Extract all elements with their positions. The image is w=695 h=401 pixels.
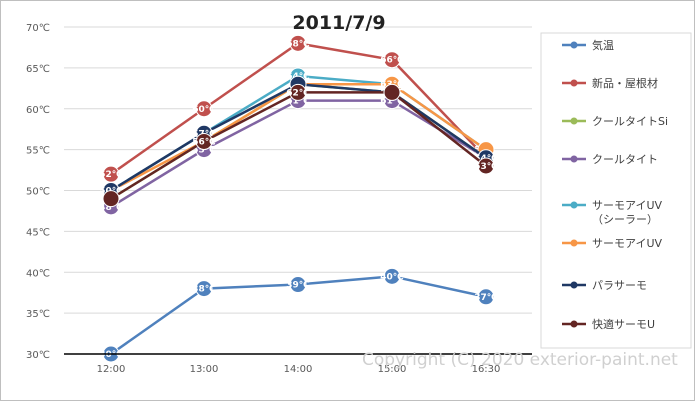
data-point — [195, 280, 213, 298]
data-point — [195, 132, 213, 150]
data-label: 61℃ — [380, 97, 404, 107]
y-tick-label: 35℃ — [26, 309, 50, 320]
data-label: 56℃ — [192, 137, 216, 147]
legend-label: 快適サーモU — [592, 317, 655, 331]
legend-label: サーモアイUV （シーラー） — [592, 199, 663, 226]
data-point — [102, 190, 120, 208]
data-label: 39℃ — [286, 281, 310, 291]
y-tick-label: 30℃ — [26, 350, 50, 361]
legend-marker — [570, 320, 578, 328]
y-tick-label: 45℃ — [26, 227, 50, 238]
data-point — [383, 51, 401, 69]
legend-label: パラサーモ — [592, 279, 647, 292]
y-tick-label: 60℃ — [26, 105, 50, 116]
legend-label: 新品・屋根材 — [592, 76, 658, 90]
x-tick-label: 16:30 — [472, 364, 501, 375]
legend-label-line: パラサーモ — [592, 279, 647, 292]
data-label: 62℃ — [286, 88, 310, 98]
data-point — [383, 83, 401, 101]
data-point — [477, 157, 495, 175]
legend-marker — [570, 41, 578, 49]
legend-label-line: サーモアイUV — [592, 237, 663, 250]
data-label: 68℃ — [286, 39, 310, 49]
series-group: 48℃ 55℃ 61℃ 61℃ — [99, 92, 495, 216]
data-point — [289, 34, 307, 52]
data-label: 37℃ — [474, 293, 498, 303]
copyright-watermark: Copyright (C) 2020 exterior-paint.net — [362, 350, 678, 370]
legend-label-line: （シーラー） — [592, 213, 658, 226]
x-tick-label: 15:00 — [378, 364, 407, 375]
legend-label: クールタイトSi — [592, 115, 668, 128]
legend-marker — [570, 155, 578, 163]
data-label: 61℃ — [286, 97, 310, 107]
legend-label-line: 気温 — [592, 38, 614, 52]
y-tick-label: 55℃ — [26, 146, 50, 157]
y-tick-label: 50℃ — [26, 187, 50, 198]
data-point — [289, 83, 307, 101]
y-tick-label: 40℃ — [26, 268, 50, 279]
legend-marker — [570, 239, 578, 247]
legend-label-line: 快適サーモU — [592, 317, 655, 331]
data-point — [289, 276, 307, 294]
legend-label-line: クールタイトSi — [592, 115, 668, 128]
legend-label-line: 新品・屋根材 — [592, 76, 658, 90]
y-tick-label: 65℃ — [26, 64, 50, 75]
legend-box — [540, 32, 692, 349]
legend-label-line: クールタイト — [592, 153, 658, 166]
y-tick-label: 70℃ — [26, 23, 50, 34]
x-tick-label: 13:00 — [190, 364, 219, 375]
legend-marker — [570, 117, 578, 125]
legend-label: クールタイト — [592, 153, 658, 166]
data-label: 52℃ — [99, 170, 123, 180]
series-group: 56℃ 62℃ 53℃ — [102, 83, 498, 208]
data-point — [383, 267, 401, 285]
series-lines: 30℃38℃39℃40℃37℃52℃60℃68℃66℃49℃63℃48℃55℃6… — [99, 34, 498, 363]
data-label: 66℃ — [380, 56, 404, 66]
legend-label-line: サーモアイUV — [592, 199, 663, 212]
x-tick-label: 12:00 — [97, 364, 126, 375]
legend-marker — [570, 201, 578, 209]
legend-label: 気温 — [592, 38, 614, 52]
data-label: 40℃ — [380, 272, 404, 282]
legend-label: サーモアイUV — [592, 237, 663, 250]
data-point — [195, 100, 213, 118]
data-label: 38℃ — [192, 285, 216, 295]
data-point — [477, 288, 495, 306]
data-label: 53℃ — [474, 162, 498, 172]
data-label: 60℃ — [192, 105, 216, 115]
data-label: 55℃ — [192, 146, 216, 156]
data-label: 48℃ — [99, 203, 123, 213]
series-group: 30℃ 38℃ 39℃ 40℃ 37℃ — [99, 267, 498, 363]
legend-marker — [570, 281, 578, 289]
data-label: 30℃ — [99, 350, 123, 360]
x-tick-label: 14:00 — [284, 364, 313, 375]
y-axis-ticks: 30℃ 35℃ 40℃ 45℃ 50℃ 55℃ 60℃ 65℃ 70℃ — [26, 23, 50, 361]
chart-title: 2011/7/9 — [292, 12, 385, 34]
legend-marker — [570, 79, 578, 87]
x-axis-ticks: 12:00 13:00 14:00 15:00 16:30 — [97, 364, 501, 375]
